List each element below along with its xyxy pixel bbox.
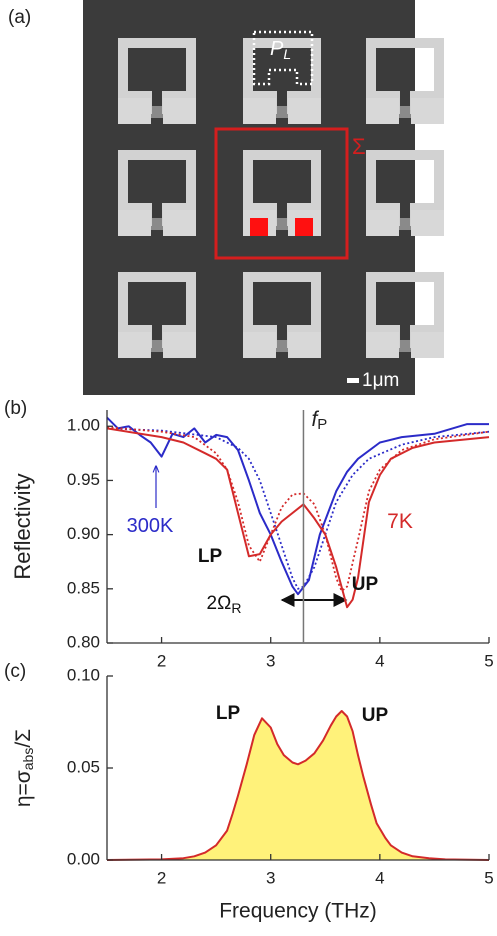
annotation-text: LP	[198, 546, 223, 567]
annotation-text: UP	[362, 705, 389, 726]
panel-label: (a)	[8, 7, 31, 28]
resonator	[366, 150, 444, 236]
annotation-text: LP	[216, 703, 241, 724]
y-tick-label: 0.00	[67, 849, 100, 868]
vertical-line-label-subscript: P	[317, 416, 327, 433]
resonator-foot	[366, 332, 399, 358]
annotation: LP	[216, 703, 241, 724]
annotation-text: UP	[352, 574, 379, 595]
resonator-loop	[118, 272, 196, 348]
resonator	[118, 150, 196, 236]
resonator-loop	[366, 272, 444, 348]
annotation-subscript: R	[231, 600, 241, 616]
gap-marker	[295, 218, 313, 236]
resonator-array	[118, 38, 444, 358]
resonator-loop	[243, 150, 321, 226]
resonator-foot	[243, 98, 276, 124]
y-tick-label: 0.85	[67, 578, 100, 597]
y-tick-label: 0.10	[67, 665, 100, 684]
resonator-loop	[243, 272, 321, 348]
annotation: 7K	[387, 510, 413, 533]
resonator-foot	[366, 98, 399, 124]
resonator-loop	[118, 150, 196, 226]
pl-text: P	[270, 38, 284, 60]
annotation: 2ΩR	[207, 593, 242, 616]
resonator	[366, 272, 444, 358]
y-axis-title: Reflectivity	[10, 473, 35, 579]
x-tick-label: 3	[266, 651, 275, 670]
resonator-foot	[411, 98, 444, 124]
vertical-line-label-text: f	[311, 408, 319, 431]
resonator-foot	[288, 98, 321, 124]
x-tick-label: 3	[266, 868, 275, 887]
resonator-foot	[118, 98, 151, 124]
y-axis-title-part: η=σ	[12, 770, 35, 807]
resonator-loop	[118, 38, 196, 114]
resonator	[243, 38, 321, 124]
x-tick-label: 5	[484, 651, 493, 670]
resonator	[118, 272, 196, 358]
x-tick-label: 4	[375, 651, 384, 670]
series-line	[106, 427, 490, 590]
resonator-foot	[118, 332, 151, 358]
pl-label: PL	[270, 38, 291, 61]
y-tick-label: 0.05	[67, 757, 100, 776]
series-line	[106, 710, 490, 861]
gap-marker	[250, 218, 268, 236]
vertical-line-label: fP	[311, 408, 327, 433]
x-tick-label: 2	[157, 651, 166, 670]
resonator	[118, 38, 196, 124]
annotation-text: 7K	[387, 510, 413, 533]
resonator-foot	[411, 332, 444, 358]
annotation-text: 2Ω	[207, 593, 232, 614]
y-axis-title-part: /Σ	[12, 729, 35, 748]
scale-bar-label: 1μm	[362, 370, 399, 391]
pl-outline	[252, 30, 314, 86]
sigma-label: Σ	[352, 134, 366, 159]
annotation: UP	[362, 705, 389, 726]
x-tick-label: 4	[375, 868, 384, 887]
y-axis-title: η=σabs/Σ	[12, 729, 36, 807]
area-fill	[107, 711, 489, 860]
resonator	[243, 272, 321, 358]
resonator-loop	[366, 150, 444, 226]
resonator-foot	[163, 210, 196, 236]
resonator-foot	[288, 332, 321, 358]
series-line	[106, 416, 489, 596]
y-axis-title-part: abs	[20, 748, 36, 771]
x-tick-label: 5	[484, 868, 493, 887]
resonator	[366, 38, 444, 124]
resonator-foot	[118, 210, 151, 236]
annotation-text: 300K	[127, 515, 174, 537]
pl-subscript: L	[283, 46, 291, 62]
y-tick-label: 1.00	[67, 416, 100, 435]
resonator-loop	[366, 38, 444, 114]
unit-cell-box	[214, 127, 349, 260]
annotation: LP	[198, 546, 223, 567]
panel-label: (c)	[4, 661, 26, 682]
resonator-foot	[366, 210, 399, 236]
panel-label: (b)	[4, 398, 27, 419]
resonator-loop	[243, 38, 321, 114]
x-tick-label: 2	[157, 868, 166, 887]
resonator-foot	[243, 332, 276, 358]
scale-bar	[347, 378, 359, 383]
annotation: 300K	[127, 515, 174, 537]
y-tick-label: 0.95	[67, 470, 100, 489]
resonator-foot	[163, 98, 196, 124]
y-tick-label: 0.90	[67, 524, 100, 543]
resonator-foot	[411, 210, 444, 236]
y-tick-label: 0.80	[67, 632, 100, 651]
resonator-foot	[163, 332, 196, 358]
annotation: UP	[352, 574, 379, 595]
x-axis-title: Frequency (THz)	[219, 900, 377, 923]
